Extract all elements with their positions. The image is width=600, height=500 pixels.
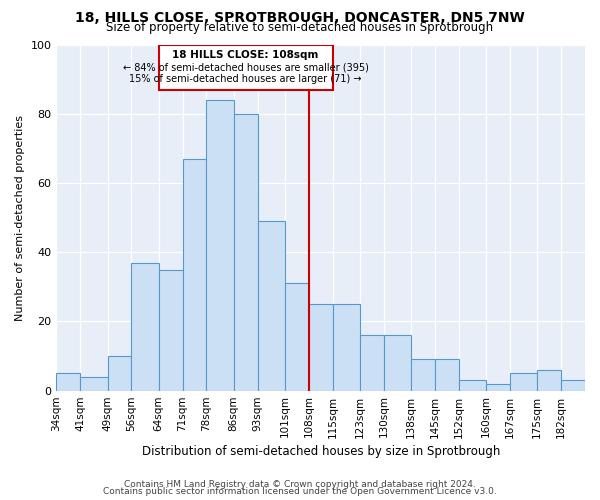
Bar [56, 374, 80, 390]
Bar [131, 262, 159, 390]
Text: Contains public sector information licensed under the Open Government Licence v3: Contains public sector information licen… [103, 488, 497, 496]
Text: 18, HILLS CLOSE, SPROTBROUGH, DONCASTER, DN5 7NW: 18, HILLS CLOSE, SPROTBROUGH, DONCASTER,… [75, 11, 525, 25]
Bar [159, 270, 182, 390]
Bar [257, 221, 285, 390]
Y-axis label: Number of semi-detached properties: Number of semi-detached properties [15, 115, 25, 321]
Text: Contains HM Land Registry data © Crown copyright and database right 2024.: Contains HM Land Registry data © Crown c… [124, 480, 476, 489]
Bar [561, 380, 585, 390]
Text: 18 HILLS CLOSE: 108sqm: 18 HILLS CLOSE: 108sqm [172, 50, 319, 60]
Bar [80, 376, 107, 390]
Bar [332, 304, 360, 390]
Text: ← 84% of semi-detached houses are smaller (395): ← 84% of semi-detached houses are smalle… [123, 62, 368, 72]
Bar [435, 360, 459, 390]
Bar [459, 380, 486, 390]
Bar [234, 114, 257, 390]
Text: Size of property relative to semi-detached houses in Sprotbrough: Size of property relative to semi-detach… [106, 22, 494, 35]
Bar [486, 384, 510, 390]
Bar [510, 374, 537, 390]
Bar [537, 370, 561, 390]
X-axis label: Distribution of semi-detached houses by size in Sprotbrough: Distribution of semi-detached houses by … [142, 444, 500, 458]
Bar [107, 356, 131, 390]
Bar [206, 100, 234, 391]
Bar [182, 159, 206, 390]
Text: 15% of semi-detached houses are larger (71) →: 15% of semi-detached houses are larger (… [130, 74, 362, 85]
Bar [285, 284, 309, 391]
Bar [309, 304, 332, 390]
Bar [411, 360, 435, 390]
Bar [384, 336, 411, 390]
FancyBboxPatch shape [159, 45, 332, 90]
Bar [360, 336, 384, 390]
